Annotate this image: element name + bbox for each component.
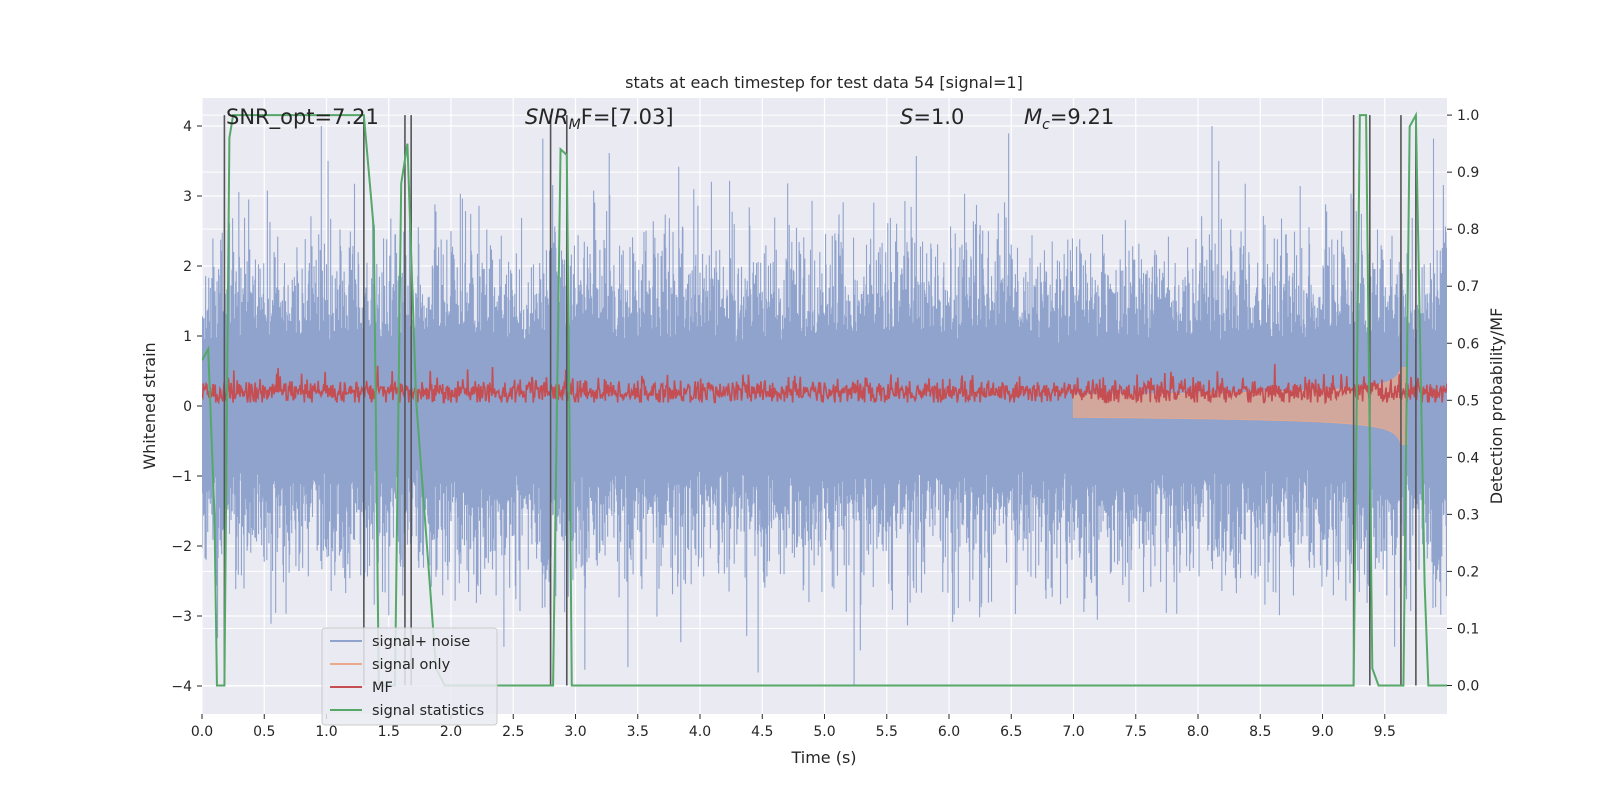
x-tick-label: 4.5 — [751, 724, 773, 740]
x-tick-label: 4.0 — [689, 724, 711, 740]
x-tick-label: 5.5 — [876, 724, 898, 740]
x-tick-label: 0.5 — [253, 724, 275, 740]
y-tick-label: 2 — [183, 259, 192, 275]
y2-tick-label: 0.0 — [1457, 678, 1479, 694]
y2-axis-label: Detection probability/MF — [1487, 308, 1506, 505]
y-tick-label: 3 — [183, 189, 192, 205]
x-tick-label: 8.0 — [1187, 724, 1209, 740]
y2-tick-label: 0.4 — [1457, 450, 1479, 466]
y2-tick-label: 0.5 — [1457, 393, 1479, 409]
y2-tick-label: 0.8 — [1457, 222, 1479, 238]
x-tick-label: 5.0 — [813, 724, 835, 740]
x-tick-label: 3.5 — [627, 724, 649, 740]
annotation-mc: Mc=9.21 — [1024, 105, 1114, 133]
legend: signal+ noise signal only MF signal stat… — [321, 627, 498, 726]
signal-statistics-series — [202, 111, 1447, 687]
signal-only-series — [1073, 367, 1408, 445]
x-tick-label: 0.0 — [191, 724, 213, 740]
annotation-snr-opt: SNR_opt=7.21 — [226, 105, 379, 130]
y-axis-label: Whitened strain — [140, 342, 159, 469]
legend-label-signal-only: signal only — [372, 657, 451, 673]
x-tick-label: 1.0 — [315, 724, 337, 740]
y2-tick-label: 0.2 — [1457, 564, 1479, 580]
x-axis-label: Time (s) — [790, 748, 856, 767]
y-tick-label: −1 — [171, 469, 192, 485]
annotation-s: S=1.0 — [900, 105, 964, 129]
legend-label-signal-noise: signal+ noise — [372, 634, 470, 650]
x-tick-label: 7.0 — [1062, 724, 1084, 740]
mf-series — [202, 363, 1447, 405]
x-tick-label: 9.5 — [1374, 724, 1396, 740]
x-tick-label: 6.5 — [1000, 724, 1022, 740]
legend-label-signal-statistics: signal statistics — [372, 703, 484, 719]
x-tick-label: 7.5 — [1125, 724, 1147, 740]
y-tick-label: −3 — [171, 609, 192, 625]
y2-tick-label: 0.7 — [1457, 279, 1479, 295]
y-tick-label: 1 — [183, 329, 192, 345]
y2-tick-label: 1.0 — [1457, 108, 1479, 124]
x-tick-label: 8.5 — [1249, 724, 1271, 740]
x-ticks: 0.0 0.5 1.0 1.5 2.0 2.5 3.0 3.5 4.0 4.5 5.0 5.5 6.0 6… — [191, 714, 1396, 740]
x-tick-label: 6.0 — [938, 724, 960, 740]
y2-tick-label: 0.9 — [1457, 165, 1479, 181]
y2-tick-label: 0.6 — [1457, 336, 1479, 352]
y-tick-label: 4 — [183, 119, 192, 135]
x-tick-label: 3.0 — [564, 724, 586, 740]
legend-label-mf: MF — [372, 680, 393, 696]
annotation-snr-mf: SNRMF=[7.03] — [525, 105, 674, 133]
legend-box — [321, 627, 498, 726]
y-ticks: −4 −3 −2 −1 0 1 2 3 4 — [171, 119, 202, 695]
y2-tick-label: 0.3 — [1457, 507, 1479, 523]
y2-ticks: 0.0 0.1 0.2 0.3 0.4 0.5 0.6 0.7 0.8 0.9 1.0 — [1447, 108, 1479, 694]
y-tick-label: −2 — [171, 539, 192, 555]
x-tick-label: 2.0 — [440, 724, 462, 740]
x-tick-label: 1.5 — [378, 724, 400, 740]
chart-title: stats at each timestep for test data 54 … — [625, 73, 1023, 92]
x-tick-label: 2.5 — [502, 724, 524, 740]
y2-tick-label: 0.1 — [1457, 621, 1479, 637]
y-tick-label: −4 — [171, 679, 192, 695]
x-tick-label: 9.0 — [1311, 724, 1333, 740]
y-tick-label: 0 — [183, 399, 192, 415]
